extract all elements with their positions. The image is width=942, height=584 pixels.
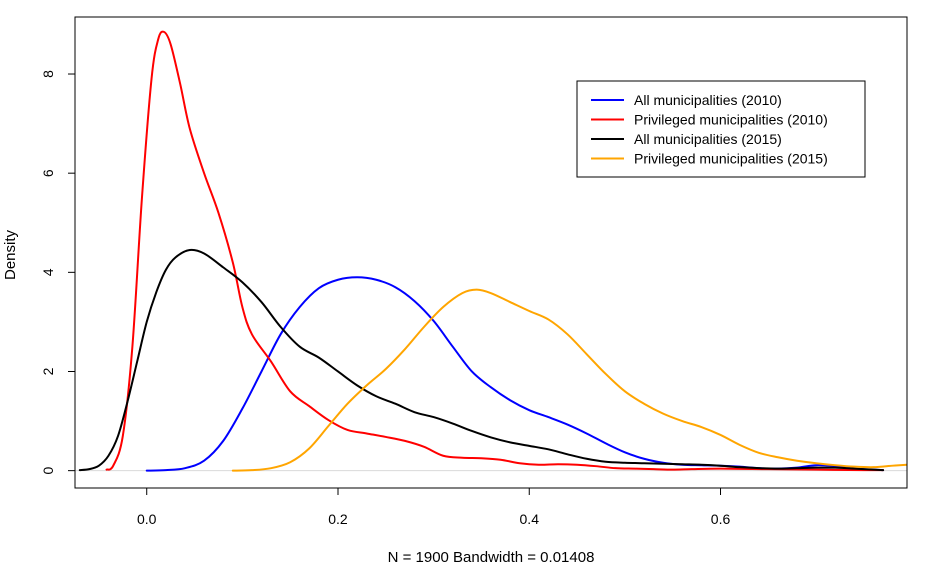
legend-items: All municipalities (2010) Privileged muni… bbox=[591, 92, 828, 167]
series-line-4 bbox=[231, 288, 907, 472]
y-axis: 0 2 4 6 8 bbox=[40, 70, 76, 475]
legend-label-1: All municipalities (2010) bbox=[634, 92, 782, 108]
curves-layer bbox=[75, 30, 907, 472]
y-tick-label: 8 bbox=[40, 70, 56, 78]
x-tick-label: 0.2 bbox=[328, 511, 348, 527]
series-line-2 bbox=[105, 30, 885, 472]
x-tick-label: 0.6 bbox=[711, 511, 731, 527]
legend-label-3: All municipalities (2015) bbox=[634, 131, 782, 147]
y-tick-label: 4 bbox=[40, 268, 56, 276]
legend: All municipalities (2010) Privileged muni… bbox=[576, 80, 866, 178]
y-tick-label: 6 bbox=[40, 169, 56, 177]
y-axis-label: Density bbox=[2, 229, 19, 280]
x-axis-label: N = 1900 Bandwidth = 0.01408 bbox=[388, 549, 595, 566]
x-tick-label: 0.4 bbox=[520, 511, 540, 527]
legend-label-2: Privileged municipalities (2010) bbox=[634, 112, 828, 128]
legend-box bbox=[576, 80, 866, 178]
series-line-3 bbox=[78, 248, 885, 472]
y-tick-label: 2 bbox=[40, 367, 56, 375]
legend-label-4: Privileged municipalities (2015) bbox=[634, 151, 828, 167]
series-line-1 bbox=[145, 276, 885, 472]
y-tick-label: 0 bbox=[40, 467, 56, 475]
x-tick-label: 0.0 bbox=[137, 511, 157, 527]
x-axis: 0.0 0.2 0.4 0.6 bbox=[137, 487, 731, 527]
